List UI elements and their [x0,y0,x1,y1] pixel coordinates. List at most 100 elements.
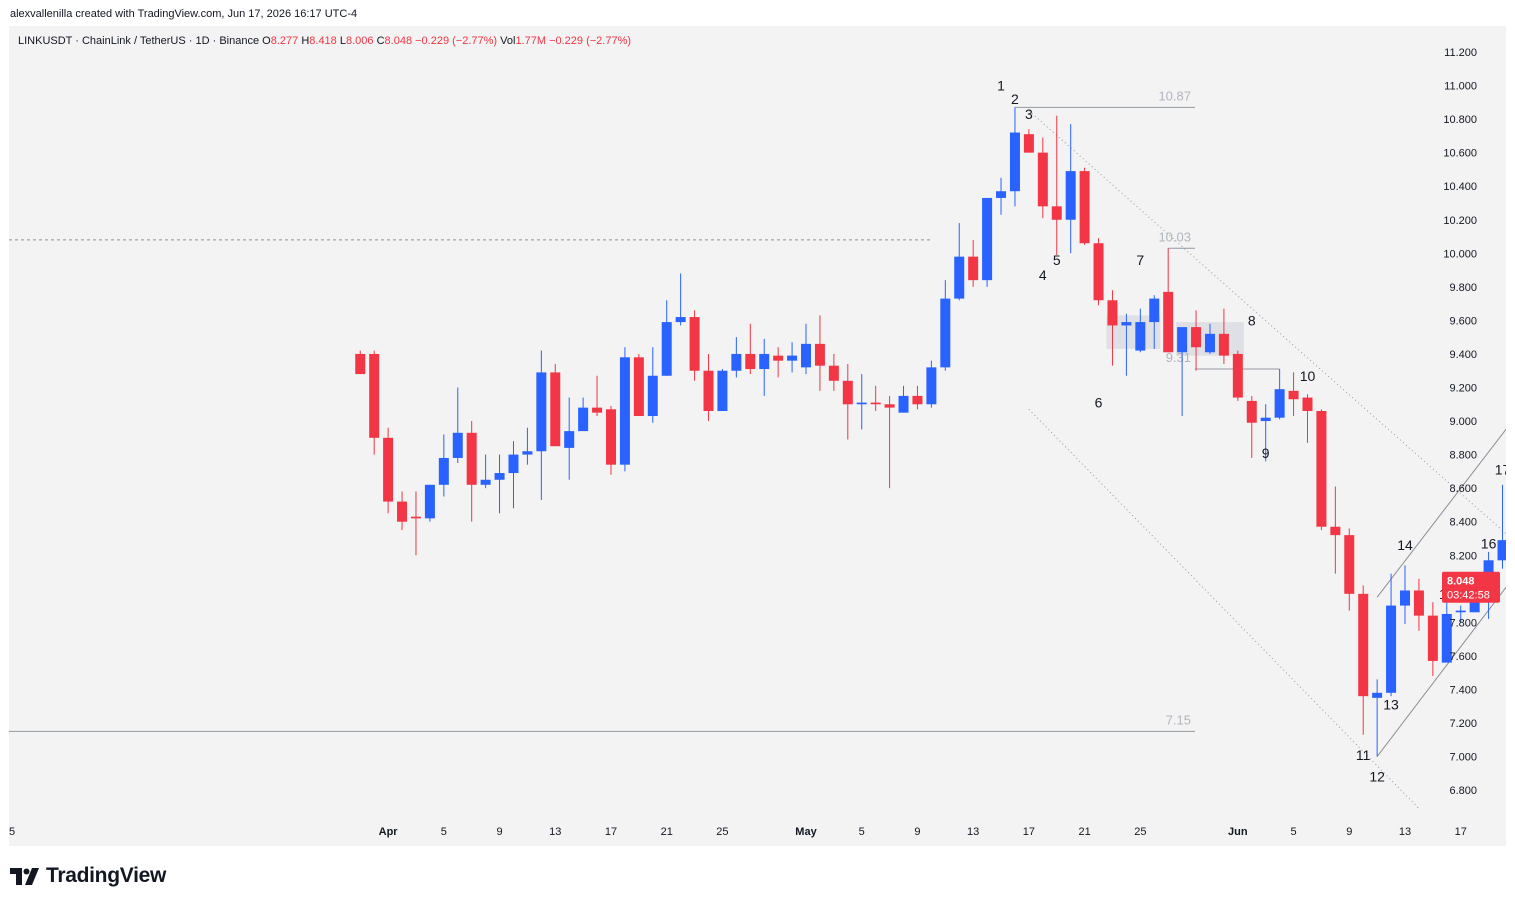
candle-body[interactable] [1316,411,1326,527]
open-value: 8.277 [271,35,299,47]
candle-body[interactable] [355,354,365,374]
candle-body[interactable] [1080,171,1090,243]
candle-body[interactable] [1205,334,1215,352]
candle-body[interactable] [495,473,505,480]
plot-background[interactable] [9,26,1434,819]
y-tick-label: 8.800 [1449,450,1477,462]
candle-body[interactable] [1344,535,1354,594]
candle-body[interactable] [1498,540,1506,560]
candle-body[interactable] [954,257,964,299]
candle-body[interactable] [1414,590,1424,615]
x-tick-label: 9 [496,826,502,838]
candle-body[interactable] [1163,292,1173,352]
candle-body[interactable] [731,354,741,371]
x-tick-label: 5 [441,826,447,838]
candle-body[interactable] [1275,389,1285,418]
candle-body[interactable] [536,372,546,451]
candle-body[interactable] [522,451,532,454]
candle-body[interactable] [996,191,1006,198]
wave-label: 13 [1383,697,1399,713]
candle-body[interactable] [676,317,686,322]
candle-body[interactable] [662,322,672,376]
candle-body[interactable] [871,403,881,405]
candle-body[interactable] [912,396,922,404]
candle-body[interactable] [1233,354,1243,398]
y-tick-label: 9.200 [1449,383,1477,395]
y-tick-label: 10.600 [1443,148,1477,160]
candle-body[interactable] [717,371,727,411]
candle-body[interactable] [564,431,574,448]
candle-body[interactable] [578,408,588,431]
candle-body[interactable] [369,354,379,438]
candlestick-chart[interactable]: 10.8710.039.317.151234567891011121314151… [9,26,1506,846]
candle-body[interactable] [1038,153,1048,207]
candle-body[interactable] [1247,401,1257,423]
candle-body[interactable] [690,317,700,371]
chart-area[interactable]: 10.8710.039.317.151234567891011121314151… [9,26,1506,846]
candle-body[interactable] [815,344,825,366]
candle-body[interactable] [453,433,463,458]
candle-body[interactable] [592,408,602,413]
candle-body[interactable] [857,403,867,405]
candle-body[interactable] [620,357,630,464]
candle-body[interactable] [899,396,909,413]
candle-body[interactable] [1358,594,1368,696]
candle-body[interactable] [1289,391,1299,399]
candle-body[interactable] [1456,611,1466,613]
candle-body[interactable] [425,485,435,519]
candle-body[interactable] [550,372,560,446]
candle-body[interactable] [1428,616,1438,661]
close-value: 8.048 [385,35,413,47]
candle-body[interactable] [1330,527,1340,535]
candle-body[interactable] [383,438,393,502]
chart-attribution: alexvallenilla created with TradingView.… [10,8,357,20]
x-tick-label: 13 [1399,826,1411,838]
candle-body[interactable] [1024,134,1034,152]
candle-body[interactable] [801,344,811,367]
candle-body[interactable] [1010,133,1020,192]
candle-body[interactable] [1372,693,1382,698]
open-label: O [262,35,271,47]
candle-body[interactable] [1066,171,1076,220]
wave-label: 4 [1039,267,1047,283]
candle-body[interactable] [940,299,950,368]
candle-body[interactable] [397,502,407,522]
tradingview-logo[interactable]: TradingView [10,864,166,888]
candle-body[interactable] [1121,322,1131,325]
candle-body[interactable] [1400,590,1410,605]
candle-body[interactable] [481,480,491,485]
candle-body[interactable] [1135,322,1145,351]
candle-body[interactable] [1052,206,1062,219]
wave-label: 3 [1025,106,1033,122]
candle-body[interactable] [1386,606,1396,693]
candle-body[interactable] [1261,418,1271,421]
candle-body[interactable] [606,409,616,464]
candle-body[interactable] [508,455,518,473]
volume-change: −0.229 (−2.77%) [549,35,631,47]
candle-body[interactable] [439,458,449,485]
wave-label: 7 [1136,252,1144,268]
y-tick-label: 10.200 [1443,215,1477,227]
candle-body[interactable] [745,354,755,369]
candle-body[interactable] [411,517,421,519]
candle-body[interactable] [926,367,936,404]
candle-body[interactable] [1094,243,1104,300]
candle-body[interactable] [759,354,769,369]
candle-body[interactable] [1107,300,1117,325]
candle-body[interactable] [704,371,714,411]
candle-body[interactable] [1149,299,1159,322]
candle-body[interactable] [982,198,992,280]
candle-body[interactable] [1191,327,1201,347]
candle-body[interactable] [648,376,658,416]
candle-body[interactable] [968,257,978,280]
candle-body[interactable] [829,366,839,381]
candle-body[interactable] [885,404,895,407]
candle-body[interactable] [467,433,477,485]
candle-body[interactable] [1219,334,1229,356]
candle-body[interactable] [773,356,783,361]
candle-body[interactable] [787,356,797,361]
candle-body[interactable] [634,357,644,416]
candle-body[interactable] [843,381,853,404]
candle-body[interactable] [1177,327,1187,352]
candle-body[interactable] [1302,398,1312,411]
